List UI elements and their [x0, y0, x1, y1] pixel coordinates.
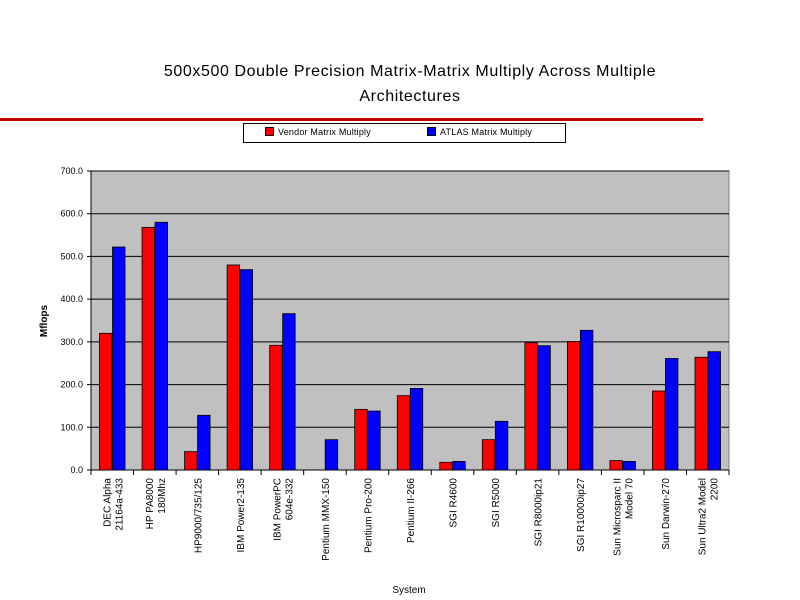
y-tick-label-3: 300.0	[60, 337, 83, 347]
bar-vendor-7	[396, 395, 411, 471]
category-label-0-0: DEC Alpha	[102, 478, 113, 527]
bar-vendor-11	[566, 341, 581, 471]
bar-vendor-10	[524, 342, 538, 471]
bar-atlas-13	[665, 358, 679, 471]
category-label-14-0: Sun Ultra2 Model	[698, 478, 709, 555]
bar-atlas-1	[154, 221, 168, 471]
title-divider	[0, 118, 703, 121]
x-axis-title: System	[392, 585, 425, 596]
legend-swatch-vendor	[265, 127, 274, 136]
bar-vendor-9	[481, 439, 496, 471]
chart-title-line-2: Architectures	[359, 88, 461, 105]
category-label-1-0: HP PA8000	[145, 478, 156, 530]
bar-vendor-14	[694, 356, 708, 471]
y-tick-label-1: 100.0	[60, 422, 83, 432]
category-label-2-0: HP9000/735/125	[193, 478, 204, 554]
category-label-4-1: 604e-332	[284, 478, 295, 521]
bar-vendor-13	[652, 390, 666, 471]
bar-atlas-7	[409, 388, 424, 471]
category-label-14-1: 2200	[710, 478, 721, 501]
chart-title-line-1: 500x500 Double Precision Matrix-Matrix M…	[163, 63, 657, 80]
chart-legend: Vendor Matrix Multiply ATLAS Matrix Mult…	[243, 123, 566, 143]
category-label-5-0: Pentium MMX-150	[321, 478, 332, 561]
bar-vendor-0	[99, 332, 113, 471]
category-label-13-0: Sun Darwin-270	[661, 478, 672, 550]
bar-atlas-2	[197, 414, 211, 471]
bar-vendor-3	[226, 264, 241, 471]
legend-swatch-atlas	[427, 127, 436, 136]
y-tick-label-0: 0.0	[70, 465, 83, 475]
legend-label-atlas: ATLAS Matrix Multiply	[440, 127, 533, 137]
bar-vendor-12	[609, 460, 623, 471]
bar-atlas-6	[367, 410, 381, 471]
bar-atlas-12	[622, 461, 636, 471]
bar-atlas-9	[494, 420, 509, 471]
bar-atlas-14	[707, 351, 721, 471]
category-label-3-0: IBM Power2-135	[236, 478, 247, 553]
bar-atlas-8	[452, 461, 466, 471]
legend-item-vendor: Vendor Matrix Multiply	[265, 127, 371, 137]
bar-vendor-1	[141, 226, 155, 471]
bar-atlas-10	[537, 345, 551, 471]
y-axis-title: Mflops	[39, 304, 50, 337]
category-label-0-1: 21164a-433	[114, 478, 125, 531]
bar-vendor-8	[439, 461, 453, 471]
legend-label-vendor: Vendor Matrix Multiply	[278, 127, 371, 137]
bar-vendor-2	[184, 451, 198, 471]
category-label-6-0: Pentium Pro-200	[363, 478, 374, 553]
bar-vendor-4	[269, 344, 283, 471]
category-label-12-0: Sun Microsparc II	[613, 478, 624, 556]
y-tick-label-4: 400.0	[60, 294, 83, 304]
y-tick-label-2: 200.0	[60, 380, 83, 390]
category-label-10-0: SGI R8000ip21	[534, 478, 545, 547]
legend-item-atlas: ATLAS Matrix Multiply	[427, 127, 532, 137]
category-label-12-1: Model 70	[625, 478, 636, 520]
bar-atlas-3	[239, 269, 254, 471]
category-label-1-1: 180Mhz	[157, 478, 168, 514]
category-label-9-0: SGI R5000	[491, 478, 502, 528]
bar-atlas-11	[579, 329, 594, 471]
category-label-7-0: Pentium II-266	[406, 478, 417, 543]
bar-vendor-6	[354, 408, 368, 471]
category-label-4-0: IBM PowerPC	[272, 478, 283, 541]
y-tick-label-6: 600.0	[60, 209, 83, 219]
category-label-8-0: SGI R4600	[449, 478, 460, 528]
y-tick-label-5: 500.0	[60, 251, 83, 261]
bar-atlas-4	[282, 313, 296, 471]
y-tick-label-7: 700.0	[60, 166, 83, 176]
category-label-11-0: SGI R10000ip27	[576, 478, 587, 552]
bar-atlas-5	[324, 439, 339, 471]
bar-atlas-0	[112, 246, 126, 471]
